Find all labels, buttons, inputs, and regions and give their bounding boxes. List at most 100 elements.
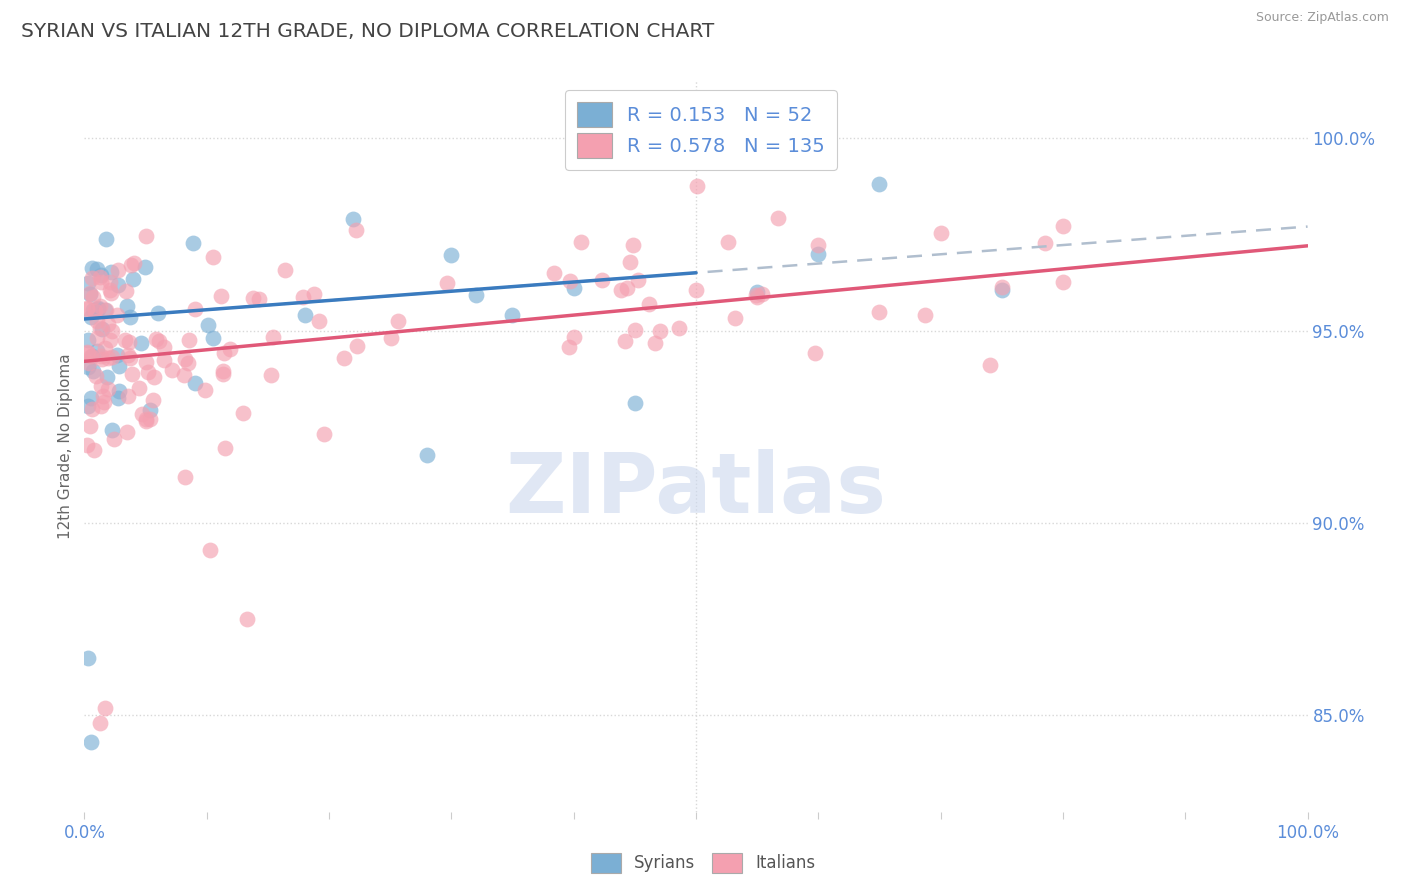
- Point: [464, 288, 486, 302]
- Point: [97, 382, 120, 396]
- Point: [76, 345, 98, 359]
- Point: [101, 351, 124, 365]
- Point: [153, 340, 176, 354]
- Point: [717, 235, 740, 250]
- Point: [201, 330, 224, 344]
- Point: [90, 379, 112, 393]
- Point: [134, 260, 156, 275]
- Point: [77, 333, 100, 347]
- Point: [610, 284, 633, 298]
- Point: [107, 277, 129, 292]
- Point: [235, 612, 257, 626]
- Point: [751, 287, 773, 301]
- Point: [177, 333, 200, 347]
- Point: [98, 283, 121, 297]
- Point: [90, 268, 112, 282]
- Point: [79, 287, 101, 301]
- Point: [80, 261, 103, 276]
- Point: [107, 308, 129, 322]
- Point: [152, 353, 174, 368]
- Point: [807, 238, 830, 252]
- Point: [803, 346, 825, 360]
- Point: [344, 223, 367, 237]
- Point: [93, 395, 115, 409]
- Point: [637, 297, 659, 311]
- Point: [76, 345, 98, 359]
- Point: [562, 330, 585, 344]
- Point: [380, 331, 402, 345]
- Point: [558, 274, 581, 288]
- Point: [440, 247, 463, 261]
- Point: [724, 310, 747, 325]
- Point: [79, 310, 101, 325]
- Point: [1052, 219, 1074, 234]
- Point: [173, 368, 195, 382]
- Point: [117, 389, 139, 403]
- Text: Source: ZipAtlas.com: Source: ZipAtlas.com: [1256, 11, 1389, 24]
- Point: [135, 412, 157, 426]
- Point: [869, 178, 891, 192]
- Point: [183, 236, 205, 251]
- Point: [100, 423, 122, 437]
- Point: [115, 284, 138, 298]
- Point: [991, 279, 1014, 293]
- Point: [82, 290, 104, 304]
- Point: [624, 323, 647, 337]
- Point: [128, 381, 150, 395]
- Point: [135, 414, 157, 428]
- Point: [644, 336, 666, 351]
- Point: [94, 341, 117, 355]
- Point: [82, 401, 104, 416]
- Point: [747, 290, 769, 304]
- Point: [135, 229, 157, 244]
- Point: [231, 406, 253, 420]
- Point: [686, 178, 709, 193]
- Point: [97, 317, 120, 331]
- Point: [929, 226, 952, 240]
- Point: [146, 306, 169, 320]
- Point: [77, 276, 100, 290]
- Point: [83, 442, 105, 457]
- Y-axis label: 12th Grade, No Diploma: 12th Grade, No Diploma: [58, 353, 73, 539]
- Point: [869, 305, 891, 319]
- Legend: R = 0.153   N = 52, R = 0.578   N = 135: R = 0.153 N = 52, R = 0.578 N = 135: [565, 90, 837, 170]
- Point: [89, 716, 111, 731]
- Point: [107, 384, 129, 398]
- Point: [212, 364, 235, 378]
- Point: [90, 275, 112, 289]
- Point: [136, 365, 159, 379]
- Point: [262, 330, 284, 344]
- Point: [76, 301, 98, 315]
- Point: [94, 700, 117, 714]
- Point: [160, 363, 183, 377]
- Point: [80, 349, 103, 363]
- Point: [624, 396, 647, 410]
- Point: [312, 426, 335, 441]
- Point: [90, 400, 112, 414]
- Point: [121, 367, 143, 381]
- Point: [211, 367, 233, 381]
- Point: [76, 301, 98, 316]
- Point: [626, 273, 648, 287]
- Point: [616, 281, 638, 295]
- Point: [86, 314, 108, 328]
- Text: ZIPatlas: ZIPatlas: [506, 450, 886, 531]
- Point: [591, 273, 613, 287]
- Point: [77, 399, 100, 413]
- Point: [259, 368, 281, 382]
- Point: [79, 418, 101, 433]
- Point: [115, 425, 138, 440]
- Point: [201, 250, 224, 264]
- Point: [84, 369, 107, 384]
- Point: [148, 334, 170, 349]
- Point: [90, 349, 112, 363]
- Point: [118, 334, 141, 349]
- Point: [89, 269, 111, 284]
- Point: [557, 340, 579, 354]
- Point: [416, 448, 439, 462]
- Point: [242, 291, 264, 305]
- Point: [77, 650, 100, 665]
- Point: [569, 235, 592, 249]
- Point: [107, 391, 129, 405]
- Point: [82, 364, 104, 378]
